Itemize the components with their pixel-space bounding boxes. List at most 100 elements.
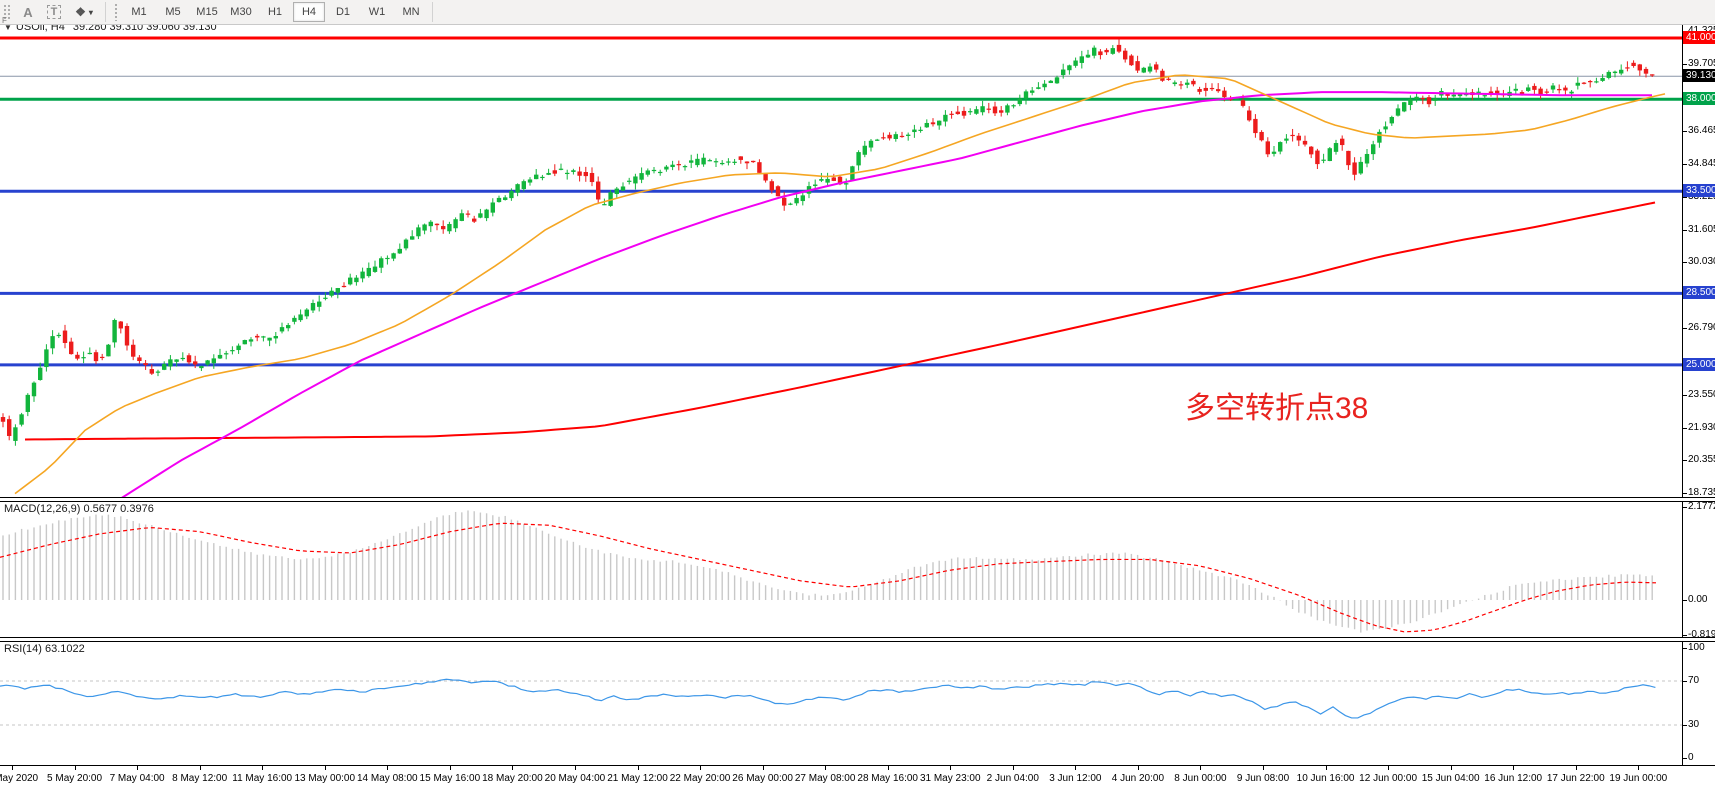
time-tick-mark <box>637 766 639 770</box>
rsi-panel[interactable]: RSI(14) 63.1022 <box>0 640 1682 764</box>
price-tick-label: 23.550 <box>1688 388 1715 400</box>
time-tick-label: 3 Jun 12:00 <box>1049 773 1102 784</box>
time-tick-mark <box>1200 766 1202 770</box>
timeframe-button-m30[interactable]: M30 <box>230 6 252 18</box>
price-level-label: 38.000 <box>1683 92 1715 106</box>
time-tick-mark <box>512 766 514 770</box>
time-tick-mark <box>1450 766 1452 770</box>
time-tick-label: 14 May 08:00 <box>356 773 418 784</box>
macd-panel[interactable]: MACD(12,26,9) 0.5677 0.3976 <box>0 500 1682 637</box>
price-tick-label: 20.355 <box>1688 453 1715 465</box>
time-tick-mark <box>199 766 201 770</box>
text-label-tool-icon[interactable]: T <box>43 2 65 22</box>
price-tick-mark <box>1683 64 1687 66</box>
price-tick-mark <box>1683 262 1687 264</box>
toolbar-separator-2 <box>432 2 433 22</box>
cursor-tool-icon[interactable]: ❖ ▾ <box>75 5 93 19</box>
rsi-tick-mark <box>1683 758 1687 759</box>
price-level-label: 41.000 <box>1683 31 1715 44</box>
toolbar: F A T ❖ ▾ M1 M5 M15 M30 H1 H4 D1 W1 MN <box>0 0 1715 25</box>
rsi-tick-label: 30 <box>1688 719 1700 730</box>
price-level-label: 39.130 <box>1683 69 1715 83</box>
macd-tick-mark <box>1683 600 1687 601</box>
time-tick-label: 26 May 00:00 <box>732 773 793 784</box>
toolbar-grip-label: F <box>2 16 7 25</box>
timeframe-button-m5[interactable]: M5 <box>165 6 181 18</box>
timeframe-button-group: M1 M5 M15 M30 H1 H4 D1 W1 MN <box>122 2 428 22</box>
price-level-label: 28.500 <box>1683 286 1715 300</box>
timeframe-button-m1[interactable]: M1 <box>131 6 147 18</box>
time-tick-label: 11 May 16:00 <box>232 773 293 784</box>
main-chart-canvas[interactable] <box>0 25 1682 497</box>
price-tick-label: 41.325 <box>1688 25 1715 37</box>
time-tick-label: 5 May 20:00 <box>47 773 103 784</box>
timeframe-button-m15[interactable]: M15 <box>196 6 218 18</box>
macd-label: MACD(12,26,9) 0.5677 0.3976 <box>4 503 154 515</box>
symbol-timeframe-label: USOil, H4 <box>15 25 65 33</box>
price-tick-label: 21.930 <box>1688 421 1715 433</box>
panel-separator-rsi-time <box>0 765 1715 766</box>
time-tick-mark <box>825 766 827 770</box>
time-tick-mark <box>574 766 576 770</box>
time-tick-mark <box>950 766 952 770</box>
font-tool-icon[interactable]: A <box>23 4 33 20</box>
time-tick-label: 22 May 20:00 <box>669 773 731 784</box>
rsi-tick-label: 70 <box>1688 675 1700 686</box>
time-tick-label: 13 May 00:00 <box>294 773 356 784</box>
rsi-tick-label: 0 <box>1688 752 1694 763</box>
time-tick-label: 17 Jun 22:00 <box>1546 773 1605 784</box>
price-tick-mark <box>1683 130 1687 132</box>
time-tick-label: 2 Jun 04:00 <box>986 773 1039 784</box>
macd-tick-mark <box>1683 507 1687 509</box>
time-tick-label: 15 Jun 04:00 <box>1421 773 1480 784</box>
macd-canvas[interactable] <box>0 500 1682 637</box>
time-tick-mark <box>887 766 889 770</box>
panel-separator-main-macd[interactable] <box>0 497 1715 502</box>
time-tick-label: 12 Jun 00:00 <box>1359 773 1418 784</box>
time-tick-mark <box>1137 766 1139 770</box>
timeframe-toolbar-grip[interactable] <box>114 3 118 21</box>
price-tick-mark <box>1683 163 1687 165</box>
symbol-dropdown-icon[interactable]: ▼ <box>4 25 12 32</box>
panel-separator-macd-rsi[interactable] <box>0 637 1715 642</box>
price-tick-mark <box>1683 229 1687 231</box>
time-axis[interactable]: 4 May 2020 5 May 20:00 7 May 04:00 8 May 12… <box>0 766 1682 793</box>
time-tick-label: 21 May 12:00 <box>607 773 668 784</box>
time-tick-mark <box>1388 766 1390 770</box>
timeframe-button-h1[interactable]: H1 <box>267 6 283 18</box>
time-tick-label: 18 May 20:00 <box>482 773 543 784</box>
time-tick-label: 19 Jun 00:00 <box>1609 773 1668 784</box>
time-tick-mark <box>762 766 764 770</box>
timeframe-button-h4[interactable]: H4 <box>293 2 325 22</box>
time-tick-label: 15 May 16:00 <box>419 773 481 784</box>
time-tick-mark <box>12 766 13 770</box>
timeframe-button-mn[interactable]: MN <box>402 6 420 18</box>
price-tick-mark <box>1683 196 1687 198</box>
price-tick-label: 30.030 <box>1688 256 1715 268</box>
price-axis[interactable]: 41.32539.70536.46534.84533.22531.60530.0… <box>1682 25 1715 766</box>
time-tick-label: 27 May 08:00 <box>794 773 856 784</box>
macd-tick-label: 2.1772 <box>1688 501 1715 513</box>
timeframe-button-d1[interactable]: D1 <box>335 6 351 18</box>
time-tick-mark <box>387 766 389 770</box>
macd-tick-label: -0.819 <box>1688 628 1715 640</box>
time-tick-mark <box>1325 766 1327 770</box>
rsi-tick-mark <box>1683 681 1687 682</box>
rsi-tick-mark <box>1683 648 1687 649</box>
chart-title: ▼ USOil, H4 39.280 39.310 39.060 39.130 <box>4 25 217 33</box>
price-tick-label: 36.465 <box>1688 124 1715 136</box>
main-chart-panel[interactable]: ▼ USOil, H4 39.280 39.310 39.060 39.130 多空… <box>0 25 1682 497</box>
time-tick-mark <box>1638 766 1640 770</box>
time-tick-mark <box>1575 766 1577 770</box>
timeframe-button-w1[interactable]: W1 <box>368 6 386 18</box>
price-tick-mark <box>1683 492 1687 494</box>
price-tick-label: 39.705 <box>1688 58 1715 70</box>
price-tick-label: 34.845 <box>1688 157 1715 169</box>
rsi-canvas[interactable] <box>0 640 1682 764</box>
time-tick-mark <box>324 766 326 770</box>
time-tick-label: 8 Jun 00:00 <box>1174 773 1227 784</box>
time-tick-label: 31 May 23:00 <box>919 773 981 784</box>
toolbar-grip[interactable]: F <box>2 4 11 25</box>
toolbar-separator <box>105 2 106 22</box>
time-tick-label: 28 May 16:00 <box>857 773 918 784</box>
